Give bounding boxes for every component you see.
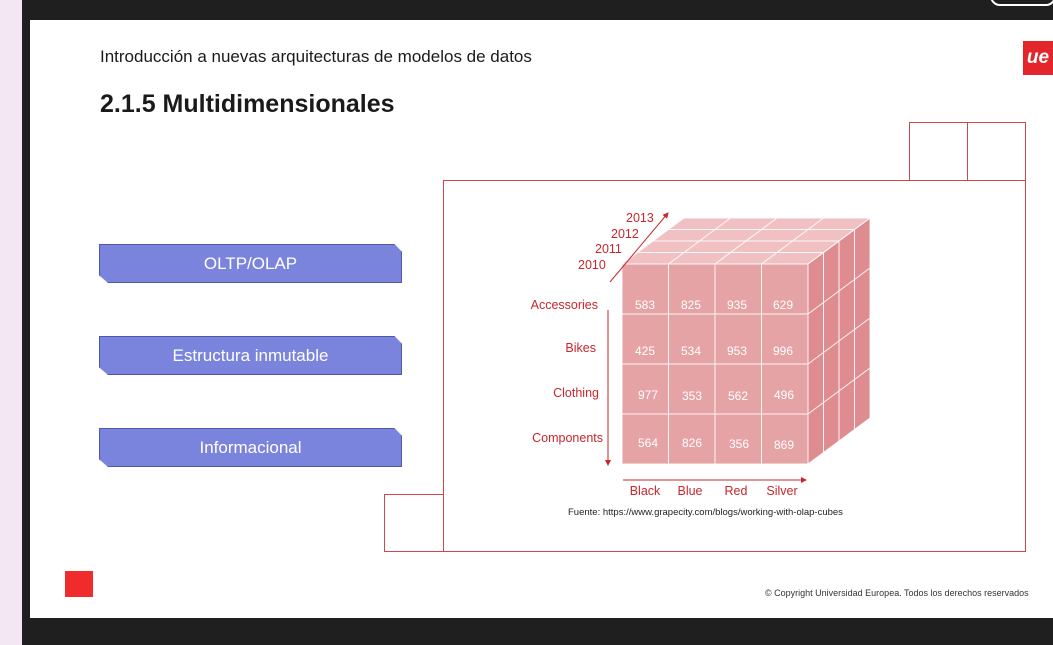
decor-square-bottom-left: [384, 494, 444, 552]
bottom-bar: [22, 618, 1053, 645]
top-bar: [22, 0, 1053, 20]
cube-cell-value: 353: [682, 389, 702, 403]
column-label: Blue: [677, 484, 702, 498]
slide-subtitle: Introducción a nuevas arquitecturas de m…: [100, 47, 532, 66]
figure-caption: Fuente: https://www.grapecity.com/blogs/…: [568, 507, 843, 518]
top-pill-button[interactable]: [990, 0, 1053, 6]
cube-cell-value: 935: [727, 298, 747, 312]
year-label: 2010: [578, 258, 606, 272]
olap-cube-diagram: 2013 2012 2011 2010 Accessories Bikes Cl…: [531, 211, 871, 498]
pill-informacional: Informacional: [99, 428, 402, 467]
row-label: Accessories: [531, 298, 598, 312]
cube-cell-value: 629: [773, 298, 793, 312]
cube-cell-value: 496: [774, 388, 794, 402]
figure-frame: [443, 180, 1026, 552]
copyright-notice: © Copyright Universidad Europea. Todos l…: [765, 588, 1029, 598]
cube-cell-value: 356: [729, 437, 749, 451]
column-label: Red: [725, 484, 748, 498]
ue-logo: ue: [1023, 41, 1053, 75]
cube-grid-line: [807, 217, 871, 265]
column-label: Silver: [766, 484, 797, 498]
cube-cell-value: 996: [773, 344, 793, 358]
year-axis-arrow: [609, 212, 669, 283]
slide: Introducción a nuevas arquitecturas de m…: [30, 20, 1053, 618]
slide-title: 2.1.5 Multidimensionales: [100, 90, 395, 118]
row-label: Clothing: [553, 386, 599, 400]
cube-cell-value: 564: [638, 436, 658, 450]
cube-cell-value: 534: [681, 344, 701, 358]
cube-grid-line: [761, 217, 824, 265]
cube-cell-value: 977: [638, 388, 658, 402]
cube-cell-value: 825: [681, 298, 701, 312]
decor-square-top-right: [967, 122, 1026, 181]
column-label: Black: [630, 484, 661, 498]
cube-cell-value: 826: [682, 436, 702, 450]
pill-oltp-olap: OLTP/OLAP: [99, 244, 402, 283]
cube-cell-value: 562: [728, 389, 748, 403]
red-square-decoration: [65, 571, 93, 597]
year-label: 2012: [611, 227, 639, 241]
cube-cell-value: 869: [774, 438, 794, 452]
pill-estructura-inmutable: Estructura inmutable: [99, 336, 402, 375]
year-label: 2013: [626, 211, 654, 225]
year-label: 2011: [595, 242, 622, 256]
row-label: Components: [532, 431, 603, 445]
cube-cell-value: 953: [727, 344, 747, 358]
left-edge-strip: [0, 0, 22, 645]
row-label: Bikes: [565, 341, 596, 355]
cube-cell-value: 425: [635, 344, 655, 358]
cube-cell-value: 583: [635, 298, 655, 312]
cube-grid-line: [807, 417, 871, 465]
cube-grid-line: [807, 367, 871, 415]
